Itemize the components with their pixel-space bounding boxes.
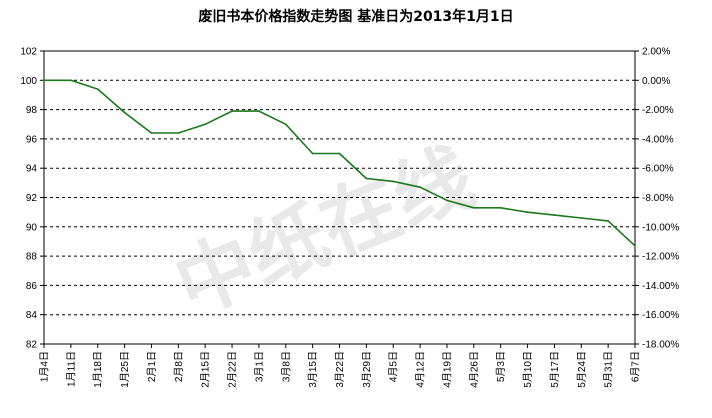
data-point — [446, 199, 448, 202]
grid-lines — [44, 79, 635, 316]
data-point — [258, 110, 260, 112]
x-tick-label: 1月18日 — [92, 351, 104, 388]
x-tick-label: 5月3日 — [495, 351, 507, 382]
y-tick-label: 92 — [26, 193, 38, 204]
x-tick-label: 3月15日 — [307, 351, 319, 388]
x-tick-label: 4月26日 — [468, 351, 480, 388]
y2-tick-label: -12.00% — [642, 252, 679, 263]
y2-tick-label: -10.00% — [642, 222, 679, 233]
data-point — [419, 186, 421, 189]
x-tick-label: 5月10日 — [522, 351, 534, 388]
data-point — [150, 132, 153, 134]
x-tick-label: 2月8日 — [173, 351, 185, 382]
y2-tick-label: -6.00% — [642, 164, 674, 175]
x-tick-label: 5月17日 — [549, 351, 561, 388]
y2-tick-label: -16.00% — [642, 310, 679, 321]
x-axis-ticks: 1月4日 1月11日 1月18日 1月25日 2月1日 2月8日 2月15日 2月22日 3月1… — [39, 351, 642, 388]
y-tick-label: 94 — [26, 164, 38, 175]
series-layer — [43, 79, 636, 247]
y-tick-label: 100 — [20, 76, 37, 87]
data-point — [177, 132, 180, 134]
x-tick-label: 5月24日 — [576, 351, 588, 388]
data-point — [365, 177, 368, 180]
x-tick-label: 1月4日 — [39, 351, 51, 382]
x-tick-label: 3月29日 — [361, 351, 373, 388]
y-tick-label: 98 — [26, 105, 38, 116]
y2-tick-label: -4.00% — [642, 134, 674, 145]
chart-title: 废旧书本价格指数走势图 基准日为2013年1月1日 — [198, 9, 514, 25]
y2-tick-label: 2.00% — [642, 47, 670, 58]
data-point — [607, 220, 610, 222]
data-point — [231, 110, 233, 112]
x-tick-label: 2月22日 — [227, 351, 239, 388]
series-line — [44, 79, 636, 247]
y2-tick-label: -14.00% — [642, 281, 679, 292]
x-tick-label: 6月7日 — [630, 351, 642, 382]
y-tick-label: 88 — [26, 252, 38, 263]
data-point — [284, 123, 287, 126]
y-tick-label: 82 — [26, 340, 38, 351]
y2-tick-label: -8.00% — [642, 193, 674, 204]
x-tick-label: 4月19日 — [441, 351, 453, 388]
y-axis-right-ticks: -18.00% -16.00% -14.00% -12.00% -10.00% -8.00… — [642, 47, 679, 351]
data-point — [553, 214, 556, 216]
y-tick-label: 102 — [20, 47, 37, 58]
data-point — [123, 111, 126, 114]
data-point — [580, 217, 583, 219]
y2-tick-label: 0.00% — [642, 76, 670, 87]
x-tick-label: 4月12日 — [415, 351, 427, 388]
x-tick-label: 3月22日 — [334, 351, 346, 388]
data-point — [338, 152, 341, 155]
x-tick-label: 1月25日 — [119, 351, 131, 388]
x-tick-label: 1月11日 — [65, 351, 77, 387]
y-tick-label: 86 — [26, 281, 38, 292]
data-point — [634, 244, 636, 247]
axes — [40, 50, 639, 348]
y-tick-label: 90 — [26, 222, 38, 233]
data-point — [96, 88, 99, 90]
data-point — [69, 79, 72, 82]
data-point — [204, 123, 207, 126]
x-tick-label: 2月15日 — [200, 351, 212, 388]
x-tick-label: 4月5日 — [388, 351, 400, 382]
x-tick-label: 3月1日 — [253, 351, 265, 382]
data-point — [526, 211, 529, 214]
data-point — [311, 152, 314, 155]
y2-tick-label: -2.00% — [642, 105, 674, 116]
y2-tick-label: -18.00% — [642, 340, 679, 351]
data-point — [43, 79, 45, 82]
data-point — [392, 180, 395, 183]
x-tick-label: 2月1日 — [146, 351, 158, 382]
data-point — [499, 206, 502, 209]
y-tick-label: 96 — [26, 134, 38, 145]
x-tick-label: 5月31日 — [603, 351, 615, 388]
data-point — [472, 206, 475, 209]
x-tick-label: 3月8日 — [280, 351, 292, 382]
y-axis-left-ticks: 82 84 86 88 90 92 94 96 98 100 102 — [20, 47, 37, 351]
y-tick-label: 84 — [26, 310, 38, 321]
